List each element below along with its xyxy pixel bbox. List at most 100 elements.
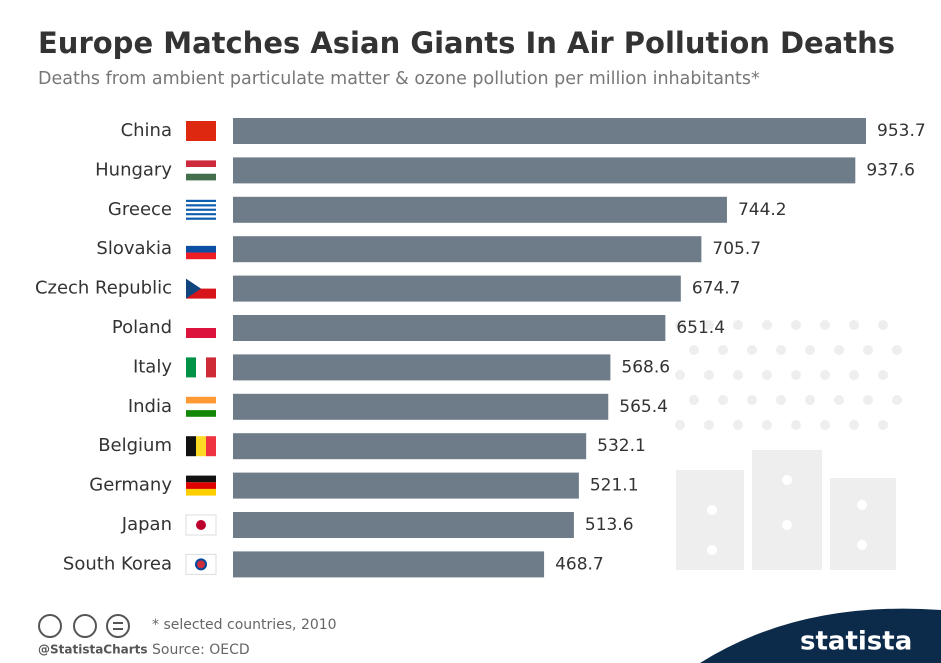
value-label: 568.6 — [621, 357, 670, 377]
value-label: 651.4 — [676, 318, 725, 338]
flag-stripe — [186, 403, 216, 411]
flag-stripe — [186, 217, 216, 220]
value-label: 521.1 — [590, 476, 639, 496]
decor-dot — [791, 320, 801, 330]
category-label: Japan — [121, 514, 172, 535]
bar — [233, 196, 727, 223]
flag-stripe — [186, 160, 216, 168]
flag-stripe — [196, 436, 206, 457]
flag-stripe — [186, 208, 216, 211]
decor-dot — [704, 320, 714, 330]
brand-swoosh — [700, 608, 941, 663]
value-label: 532.1 — [597, 436, 646, 456]
value-label: 565.4 — [619, 397, 668, 417]
bars: China 953.7 Hungary 937.6 Greece 744.2 Slovaki… — [35, 118, 926, 578]
flag — [186, 239, 216, 260]
decor-dot — [733, 320, 743, 330]
bar — [233, 551, 545, 578]
decor-dot — [820, 420, 830, 430]
decor-dot — [791, 420, 801, 430]
bar — [233, 157, 856, 184]
bar — [233, 118, 866, 144]
decor-dot — [820, 370, 830, 380]
flag — [186, 357, 216, 378]
decor-dot — [791, 370, 801, 380]
flag-stripe — [195, 558, 207, 571]
flag-stripe — [186, 357, 196, 378]
flag-stripe — [186, 245, 216, 253]
value-label: 674.7 — [692, 279, 741, 299]
flag-stripe — [186, 278, 201, 299]
flag-stripe — [186, 488, 216, 496]
category-label: India — [128, 396, 172, 417]
flag-stripe — [196, 520, 206, 530]
category-label: South Korea — [63, 553, 172, 574]
background-decoration — [675, 320, 902, 570]
flag-stripe — [196, 357, 206, 378]
category-label: China — [121, 120, 172, 141]
flag-stripe — [206, 436, 216, 457]
value-label: 705.7 — [712, 239, 761, 259]
decor-dot — [704, 420, 714, 430]
flag-stripe — [186, 410, 216, 417]
decor-dot — [762, 370, 772, 380]
flag-stripe — [186, 252, 216, 260]
flag-stripe — [186, 239, 216, 246]
decor-dot — [733, 370, 743, 380]
decor-dot — [892, 345, 902, 355]
flag-stripe — [186, 210, 216, 214]
flag-stripe — [186, 206, 216, 209]
value-label: 953.7 — [877, 121, 926, 141]
value-label: 468.7 — [555, 554, 604, 574]
category-label: Germany — [89, 475, 172, 496]
flag — [186, 396, 216, 417]
bar — [233, 433, 587, 460]
footnote: * selected countries, 2010 — [152, 617, 337, 633]
decor-dot — [878, 370, 888, 380]
flag-stripe — [186, 278, 216, 289]
flag-stripe — [186, 475, 216, 483]
decor-dot — [733, 420, 743, 430]
flag-stripe — [186, 288, 216, 299]
cc-icons — [38, 614, 130, 638]
decor-dot — [747, 345, 757, 355]
flag — [185, 553, 217, 575]
decor-dot — [776, 345, 786, 355]
decor-dot — [849, 320, 859, 330]
decor-dot — [805, 395, 815, 405]
flag-stripe — [186, 202, 216, 205]
decor-dot — [805, 345, 815, 355]
decor-dot — [762, 420, 772, 430]
decor-dot — [675, 370, 685, 380]
flag-stripe — [186, 328, 216, 338]
category-label: Hungary — [95, 159, 172, 180]
chart-title: Europe Matches Asian Giants In Air Pollu… — [38, 26, 895, 60]
handle: @StatistaCharts — [38, 643, 148, 657]
flag — [186, 436, 216, 457]
decor-dot — [762, 320, 772, 330]
decor-dot — [820, 320, 830, 330]
decor-dot — [718, 345, 728, 355]
bar — [233, 275, 681, 302]
bar — [233, 315, 666, 341]
decor-dot — [689, 395, 699, 405]
flag-stripe — [186, 213, 216, 216]
decor-dot — [689, 345, 699, 355]
flag-stripe — [186, 121, 216, 141]
flag-stripe — [186, 482, 216, 489]
flag — [186, 121, 216, 141]
flag — [186, 278, 216, 299]
brand-logo: statista — [800, 627, 912, 657]
flag-stripe — [186, 204, 216, 207]
flag — [185, 514, 217, 536]
flag-stripe — [186, 318, 216, 328]
bar — [233, 354, 611, 381]
category-label: Slovakia — [96, 238, 172, 259]
category-label: Belgium — [98, 435, 172, 456]
flag-stripe — [186, 215, 216, 218]
category-label: Italy — [133, 356, 172, 377]
decor-dot — [878, 420, 888, 430]
decor-dot — [892, 395, 902, 405]
